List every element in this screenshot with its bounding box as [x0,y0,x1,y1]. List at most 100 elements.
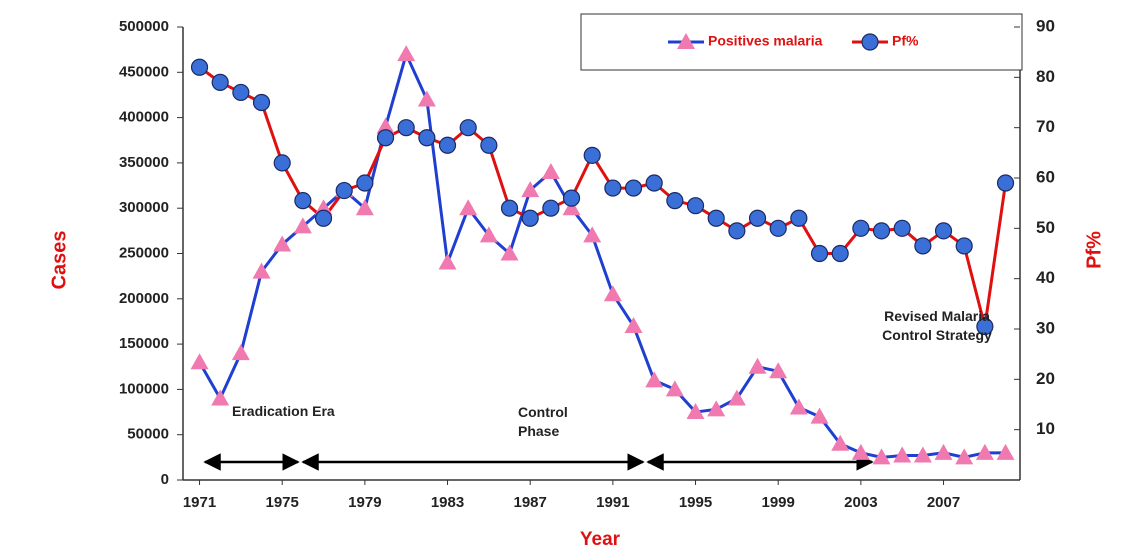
marker [417,90,436,107]
marker [955,448,974,465]
marker [893,219,911,237]
marker [438,253,457,270]
x-tick-label: 2007 [927,494,960,511]
y2-tick-label: 20 [1036,369,1055,388]
y2-tick-label: 70 [1036,117,1055,136]
marker [976,317,994,336]
y-tick-label: 300000 [119,199,169,216]
x-tick-label: 1979 [348,494,381,511]
marker [190,353,209,370]
marker [583,226,602,243]
marker [459,199,478,216]
marker [831,434,850,451]
y-tick-label: 250000 [119,244,169,261]
marker [831,244,849,263]
marker [624,179,643,197]
marker [459,119,477,137]
annotation: Control Phase [518,404,568,439]
y2-tick-label: 80 [1036,67,1055,86]
marker [996,174,1015,192]
marker [356,174,374,192]
marker [397,119,415,137]
marker [479,226,498,243]
x-tick-label: 1991 [596,494,629,511]
marker [500,199,519,217]
marker [913,446,932,463]
marker [852,219,870,237]
marker [562,199,581,216]
y-tick-label: 200000 [119,290,169,307]
marker [955,237,973,255]
marker [273,154,291,172]
y2-tick-label: 30 [1036,318,1055,337]
x-tick-label: 1983 [431,494,464,511]
marker [872,222,891,240]
y-tick-label: 350000 [119,154,169,171]
y-tick-label: 450000 [119,63,169,80]
marker [521,209,539,227]
marker [893,446,912,463]
x-tick-label: 1999 [762,494,795,511]
marker [335,181,353,200]
marker [810,407,829,424]
marker [376,129,395,147]
x-tick-label: 1995 [679,494,712,511]
y-tick-label: 50000 [127,426,169,443]
legend-label: Pf% [892,33,919,49]
marker [500,244,519,261]
marker [438,136,457,154]
legend-label: Positives malaria [708,33,823,49]
marker [603,285,622,302]
marker [975,443,994,460]
legend-marker [677,33,695,49]
marker [934,222,953,240]
y2-tick-label: 40 [1036,268,1055,287]
marker [314,209,333,227]
marker [645,371,664,388]
marker [376,117,395,134]
y-tick-label: 400000 [119,109,169,126]
marker [851,443,870,460]
marker [211,73,229,91]
marker [790,209,808,227]
marker [480,136,498,154]
marker [728,222,746,240]
marker [232,83,250,102]
y-tick-label: 500000 [119,18,169,35]
y2-axis-title: Pf% [1083,231,1105,269]
marker [914,237,932,255]
annotation: Eradication Era [232,403,335,419]
marker [294,192,312,210]
marker [231,344,250,361]
marker [872,448,891,465]
marker [190,58,209,76]
x-tick-label: 1971 [183,494,216,511]
annotation: Revised Malaria Control Strategy [882,308,992,343]
marker [686,403,705,420]
marker [748,209,767,227]
marker [541,162,560,179]
marker [686,197,705,215]
y2-tick-label: 60 [1036,167,1055,186]
marker [542,199,560,217]
marker [624,316,643,333]
marker [355,199,374,216]
marker [211,389,230,406]
marker [707,209,725,227]
y-tick-label: 150000 [119,335,169,352]
marker [666,192,684,210]
x-axis-title: Year [580,529,621,550]
y2-tick-label: 10 [1036,419,1055,438]
marker [769,219,787,237]
y2-tick-label: 90 [1036,16,1055,35]
marker [293,217,312,234]
x-tick-label: 2003 [844,494,877,511]
marker [562,189,581,207]
x-tick-label: 1975 [266,494,299,511]
y2-tick-label: 50 [1036,218,1055,237]
marker [810,244,829,263]
marker [583,146,601,164]
marker [604,179,622,197]
